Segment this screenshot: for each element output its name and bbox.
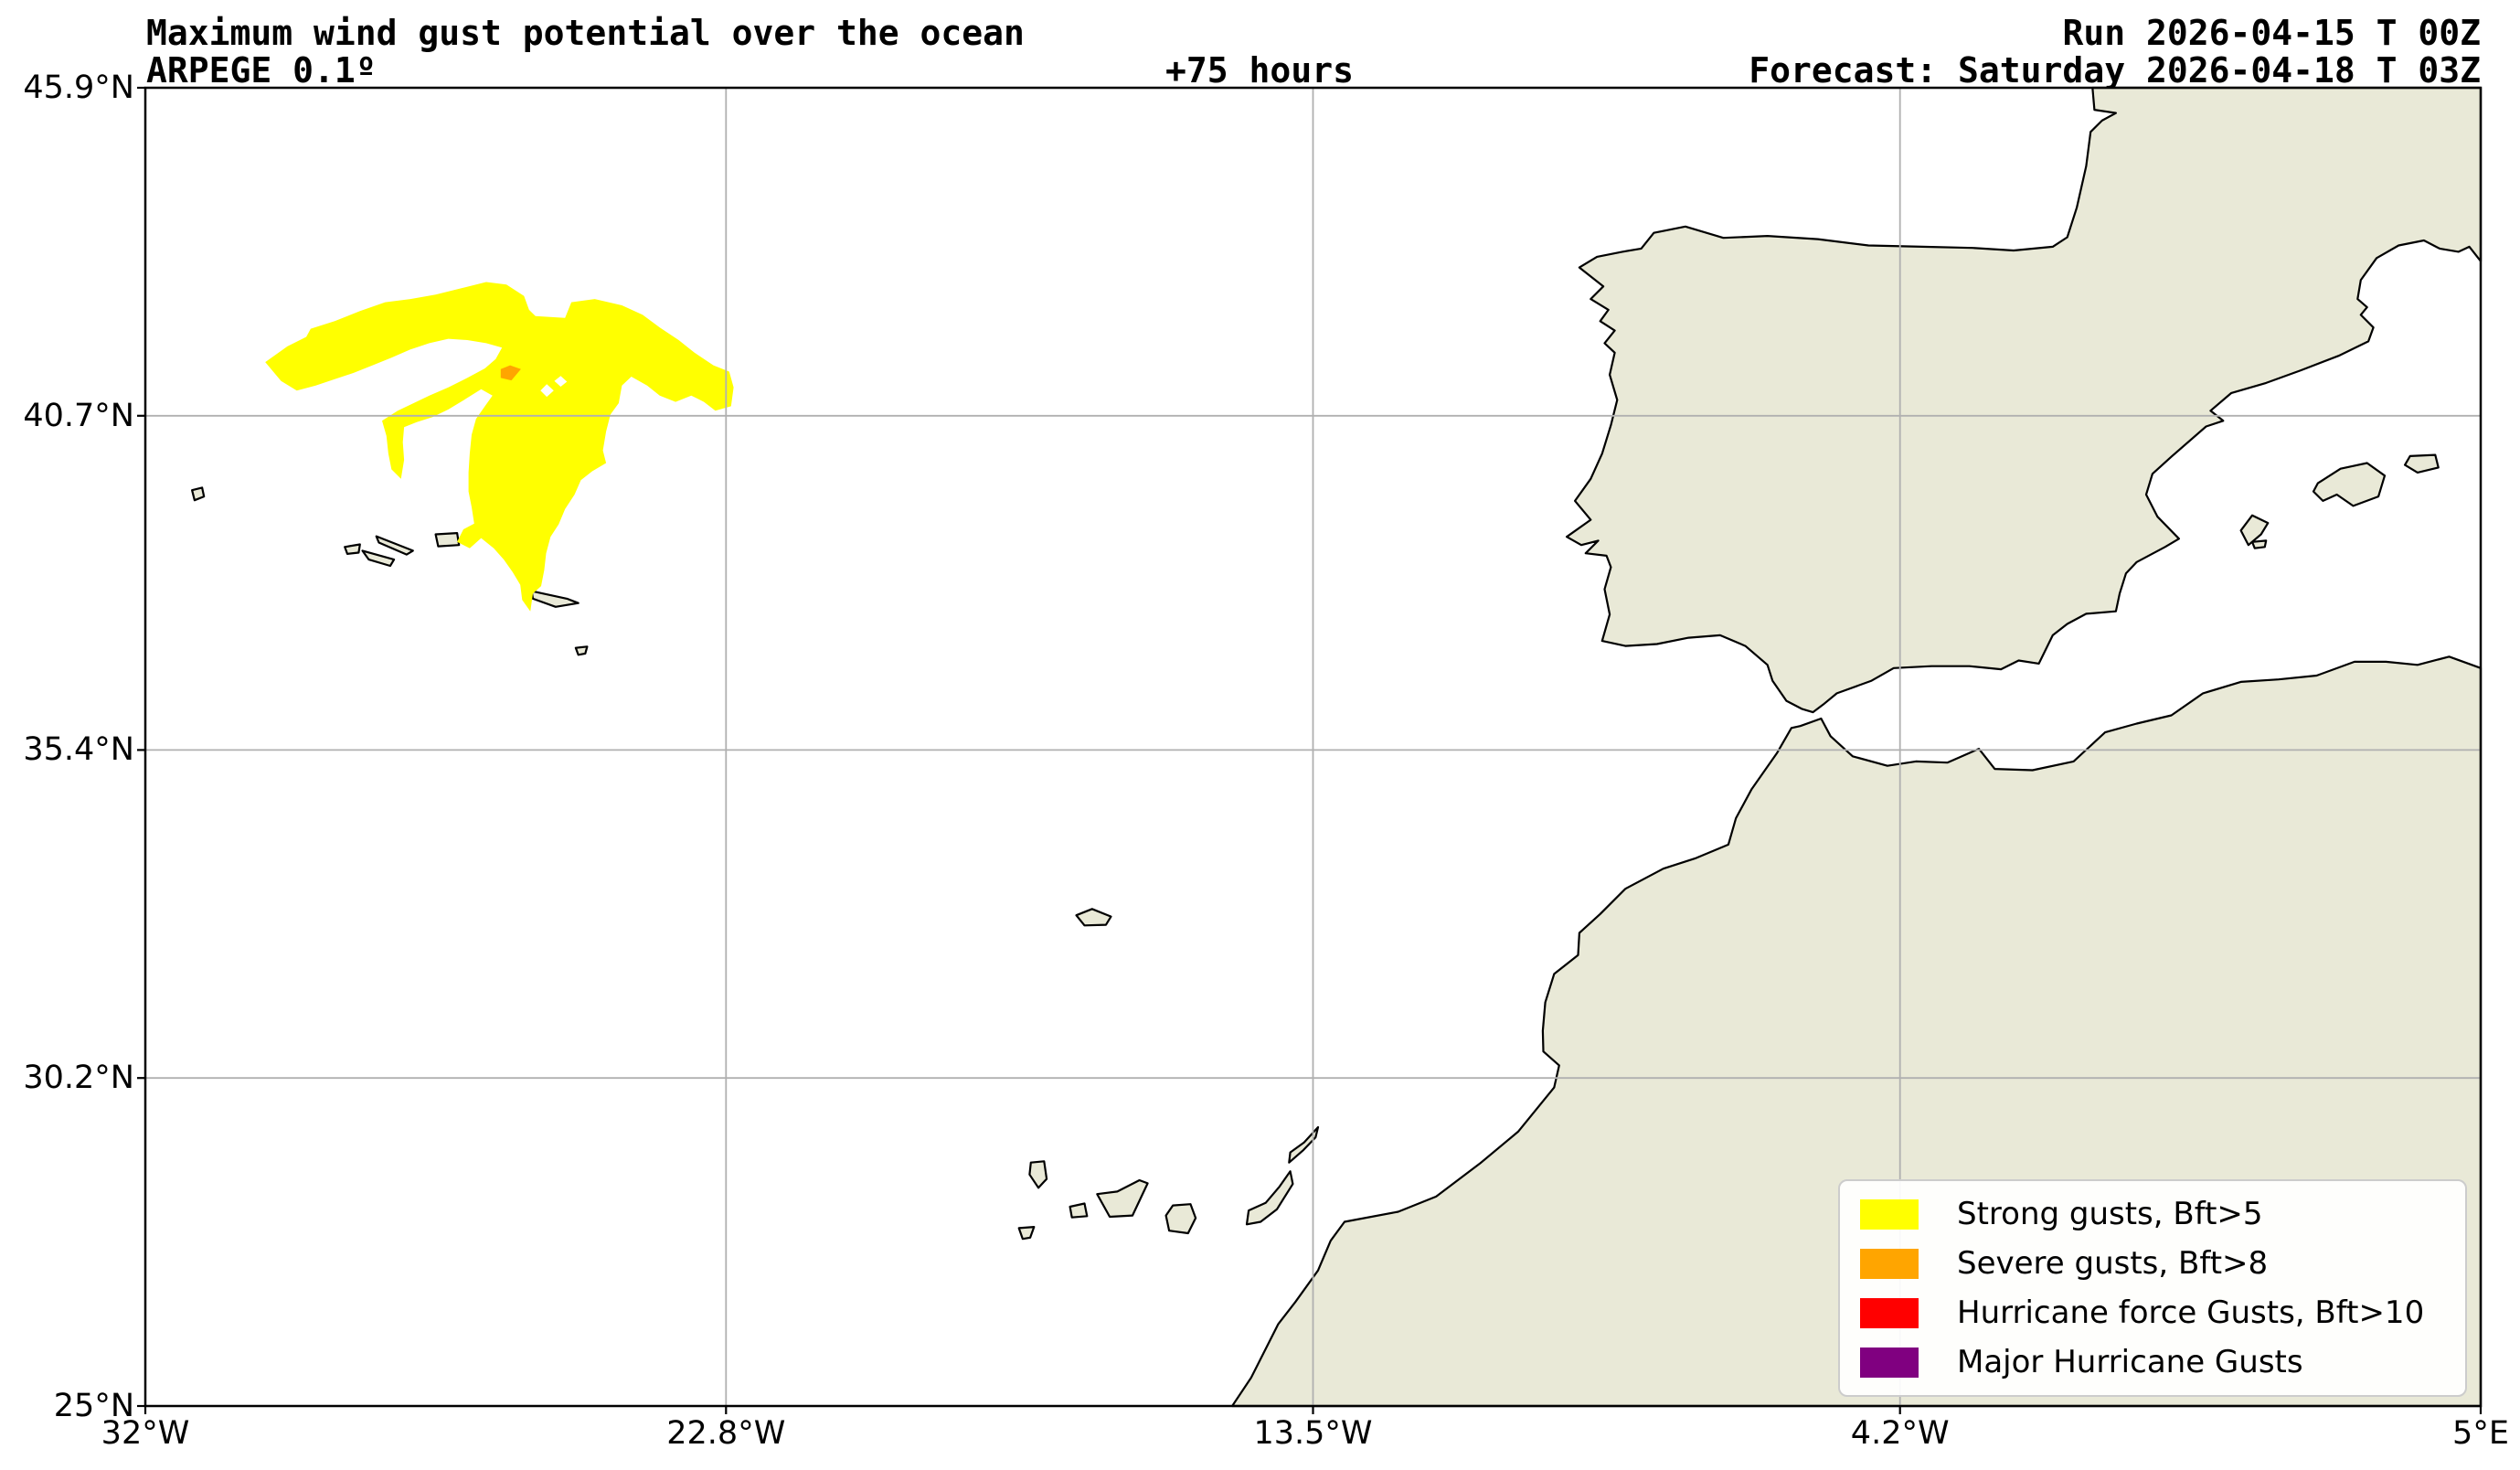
- legend-swatch-icon: [1860, 1297, 1919, 1328]
- landmass-formentera: [2250, 539, 2268, 549]
- y-tick-label-4: 25°N: [53, 1388, 134, 1424]
- landmass-ibiza: [2239, 514, 2270, 547]
- y-tick-label-1: 40.7°N: [23, 397, 134, 434]
- legend-item-2: Hurricane force Gusts, Bft>10: [1860, 1289, 2465, 1337]
- x-tick-label-1: 22.8°W: [666, 1415, 786, 1452]
- landmass-sao-miguel: [530, 590, 579, 608]
- plot-frame: [144, 86, 2483, 1408]
- y-tick-label-3: 30.2°N: [23, 1060, 134, 1097]
- legend-item-label: Severe gusts, Bft>8: [1957, 1245, 2269, 1282]
- x-tick-label-3: 4.2°W: [1850, 1415, 1950, 1452]
- legend-item-label: Hurricane force Gusts, Bft>10: [1957, 1294, 2425, 1331]
- legend: Strong gusts, Bft>5 Severe gusts, Bft>8 Hu…: [1838, 1179, 2467, 1397]
- tick-marks: [137, 86, 2483, 1414]
- forecast-label: Forecast: Saturday 2026-04-18 T 03Z: [1749, 50, 2481, 91]
- legend-item-label: Strong gusts, Bft>5: [1957, 1196, 2263, 1232]
- legend-swatch-icon: [1860, 1198, 1919, 1230]
- legend-item-label: Major Hurricane Gusts: [1957, 1344, 2303, 1380]
- landmass-iberia-france: [1566, 86, 2483, 714]
- legend-item-3: Major Hurricane Gusts: [1860, 1338, 2465, 1386]
- landmass-santa-maria: [574, 645, 589, 656]
- legend-swatch-icon: [1860, 1248, 1919, 1279]
- gust-area-hole-0: [540, 384, 554, 398]
- landmass-la-gomera: [1069, 1202, 1089, 1219]
- legend-swatch-icon: [1860, 1347, 1919, 1378]
- severe-gust-area: [500, 365, 521, 381]
- landmass-faial: [344, 543, 361, 555]
- landmass-gran-canaria: [1164, 1203, 1197, 1235]
- y-tick-label-0: 45.9°N: [23, 69, 134, 106]
- gust-area-hole-1: [554, 376, 568, 387]
- x-tick-label-2: 13.5°W: [1253, 1415, 1373, 1452]
- landmass-terceira: [434, 532, 461, 548]
- landmass-pico: [361, 549, 396, 568]
- landmass-madeira: [1075, 908, 1112, 927]
- page-title: Maximum wind gust potential over the oce…: [146, 13, 1025, 53]
- model-label: ARPEGE 0.1º: [146, 50, 377, 91]
- landmass-menorca: [2404, 453, 2440, 474]
- landmass-lanzarote: [1288, 1125, 1320, 1164]
- landmass-tenerife: [1096, 1178, 1149, 1219]
- landmass-mallorca: [2312, 462, 2387, 507]
- landmass-el-hierro: [1017, 1226, 1036, 1241]
- landmass-fuerteventura: [1245, 1170, 1294, 1226]
- y-tick-label-2: 35.4°N: [23, 731, 134, 769]
- x-tick-label-4: 5°E: [2452, 1415, 2509, 1452]
- legend-item-1: Severe gusts, Bft>8: [1860, 1240, 2465, 1287]
- landmass-flores: [191, 486, 206, 502]
- run-label: Run 2026-04-15 T 00Z: [2062, 13, 2481, 53]
- legend-item-0: Strong gusts, Bft>5: [1860, 1190, 2465, 1238]
- gridlines: [145, 88, 2481, 1406]
- landmass-sao-jorge: [375, 535, 414, 556]
- lead-time-label: +75 hours: [1165, 50, 1354, 91]
- x-tick-label-0: 32°W: [101, 1415, 190, 1452]
- landmass-la-palma: [1028, 1160, 1048, 1189]
- strong-gust-area: [265, 282, 734, 612]
